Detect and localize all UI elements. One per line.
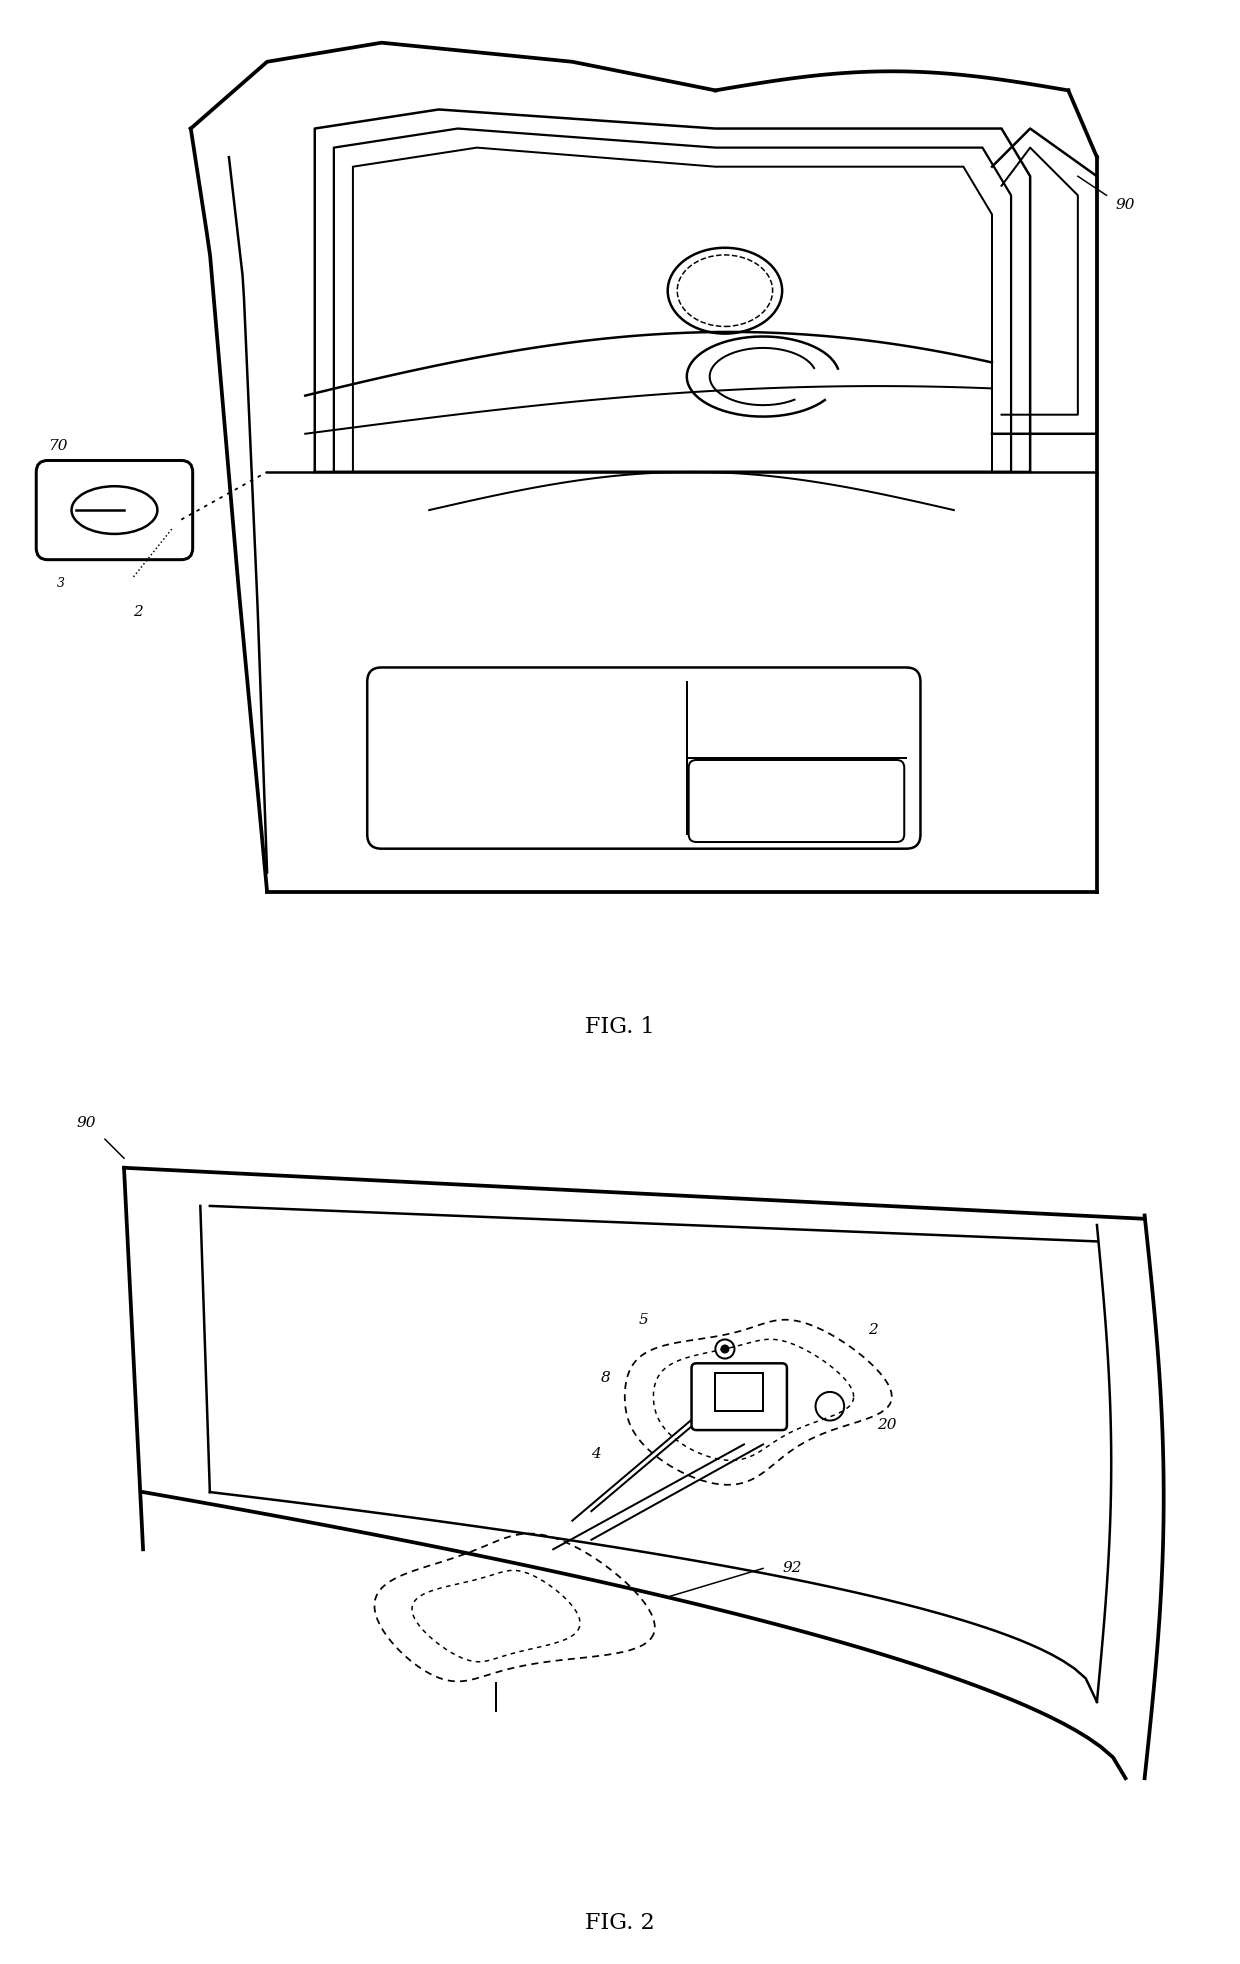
FancyBboxPatch shape [715, 1373, 763, 1410]
Text: 90: 90 [1116, 198, 1136, 212]
Text: 2: 2 [868, 1324, 878, 1337]
FancyBboxPatch shape [692, 1363, 787, 1430]
FancyBboxPatch shape [36, 460, 192, 560]
Text: 5: 5 [639, 1314, 649, 1328]
Text: FIG. 2: FIG. 2 [585, 1911, 655, 1935]
Circle shape [722, 1345, 729, 1353]
Text: 2: 2 [134, 605, 144, 619]
Text: 8: 8 [600, 1371, 610, 1385]
Text: 3: 3 [57, 577, 66, 589]
Text: 92: 92 [782, 1561, 801, 1575]
Text: 4: 4 [591, 1447, 601, 1461]
Text: 70: 70 [47, 438, 67, 454]
Text: FIG. 1: FIG. 1 [585, 1015, 655, 1037]
Text: 90: 90 [77, 1116, 95, 1129]
Text: 20: 20 [878, 1418, 897, 1432]
